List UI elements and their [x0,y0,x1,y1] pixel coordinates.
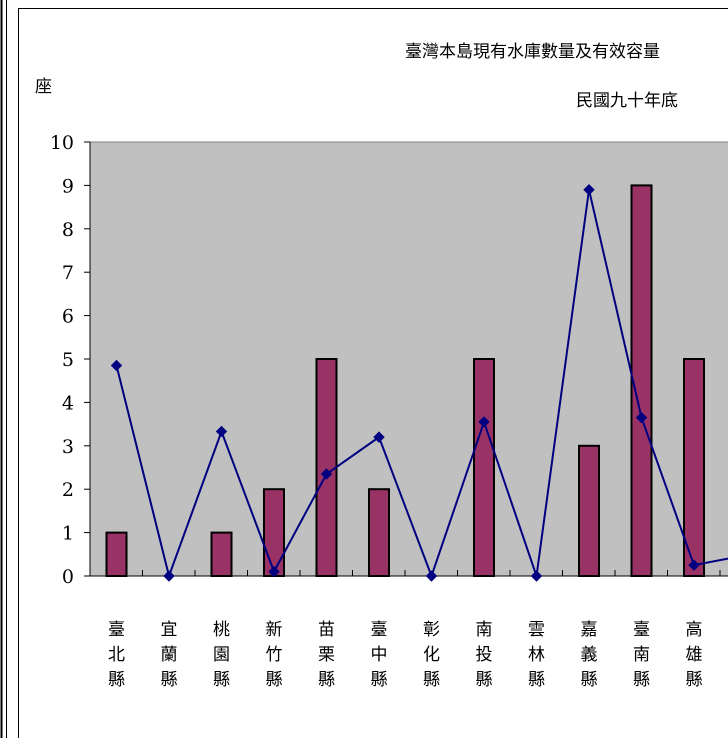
bar-4 [315,358,338,577]
y-tick-label-1: 1 [62,523,74,545]
category-label-6: 彰化縣 [423,620,440,690]
line-point-1 [163,570,175,582]
category-label-1: 宜蘭縣 [161,620,178,690]
y-tick-label-7: 7 [62,262,74,284]
chart-subtitle: 民國九十年底 [576,91,678,111]
line-point-11 [688,559,700,571]
category-label-4: 苗栗縣 [318,620,335,690]
bar-2 [210,531,233,577]
line-point-2 [215,425,228,438]
category-labels: 臺北縣 宜蘭縣 桃園縣 新竹縣 苗栗縣 臺中縣 彰化縣 南投縣 雲林縣 嘉義縣 臺南縣 高雄縣 [108,620,703,690]
category-label-5: 臺中縣 [371,620,388,690]
line-point-3 [268,565,280,578]
line-point-6 [425,570,438,582]
y-tick-label-0: 0 [62,566,74,588]
category-label-8: 雲林縣 [528,620,545,690]
bar-5 [368,488,390,578]
line-point-5 [373,431,385,443]
y-tick-label-10: 10 [50,132,74,154]
y-tick-label-6: 6 [62,306,74,328]
category-label-3: 新竹縣 [266,620,283,690]
y-tick-label-8: 8 [62,219,74,241]
y-tick-label-4: 4 [62,392,74,414]
bar-0 [105,531,128,577]
line-series [110,184,728,582]
line-point-8 [530,570,543,582]
line-point-4 [320,468,333,480]
y-tick-label-3: 3 [62,436,74,458]
bar-3 [263,488,285,578]
line-point-9 [583,184,595,196]
line-point-10 [635,411,648,424]
y-tick-label-2: 2 [62,479,74,501]
y-axis-unit: 座 [35,77,52,97]
x-axis [89,570,728,577]
chart-title: 臺灣本島現有水庫數量及有效容量 [405,42,660,62]
line-point-7 [478,416,490,428]
bar-10 [630,184,653,577]
bar-9 [578,444,600,577]
y-axis: 0 1 2 3 4 5 6 7 8 9 10 [50,132,91,588]
category-label-0: 臺北縣 [108,620,125,690]
category-label-9: 嘉義縣 [581,620,598,690]
category-label-11: 高雄縣 [686,620,703,690]
category-label-10: 臺南縣 [633,620,650,690]
line-point-0 [110,359,123,372]
bar-7 [473,358,495,577]
y-tick-label-5: 5 [62,349,74,371]
y-tick-label-9: 9 [62,175,74,197]
sheet-left-edge [0,0,7,738]
category-label-7: 南投縣 [476,620,493,690]
category-label-2: 桃園縣 [213,620,230,690]
